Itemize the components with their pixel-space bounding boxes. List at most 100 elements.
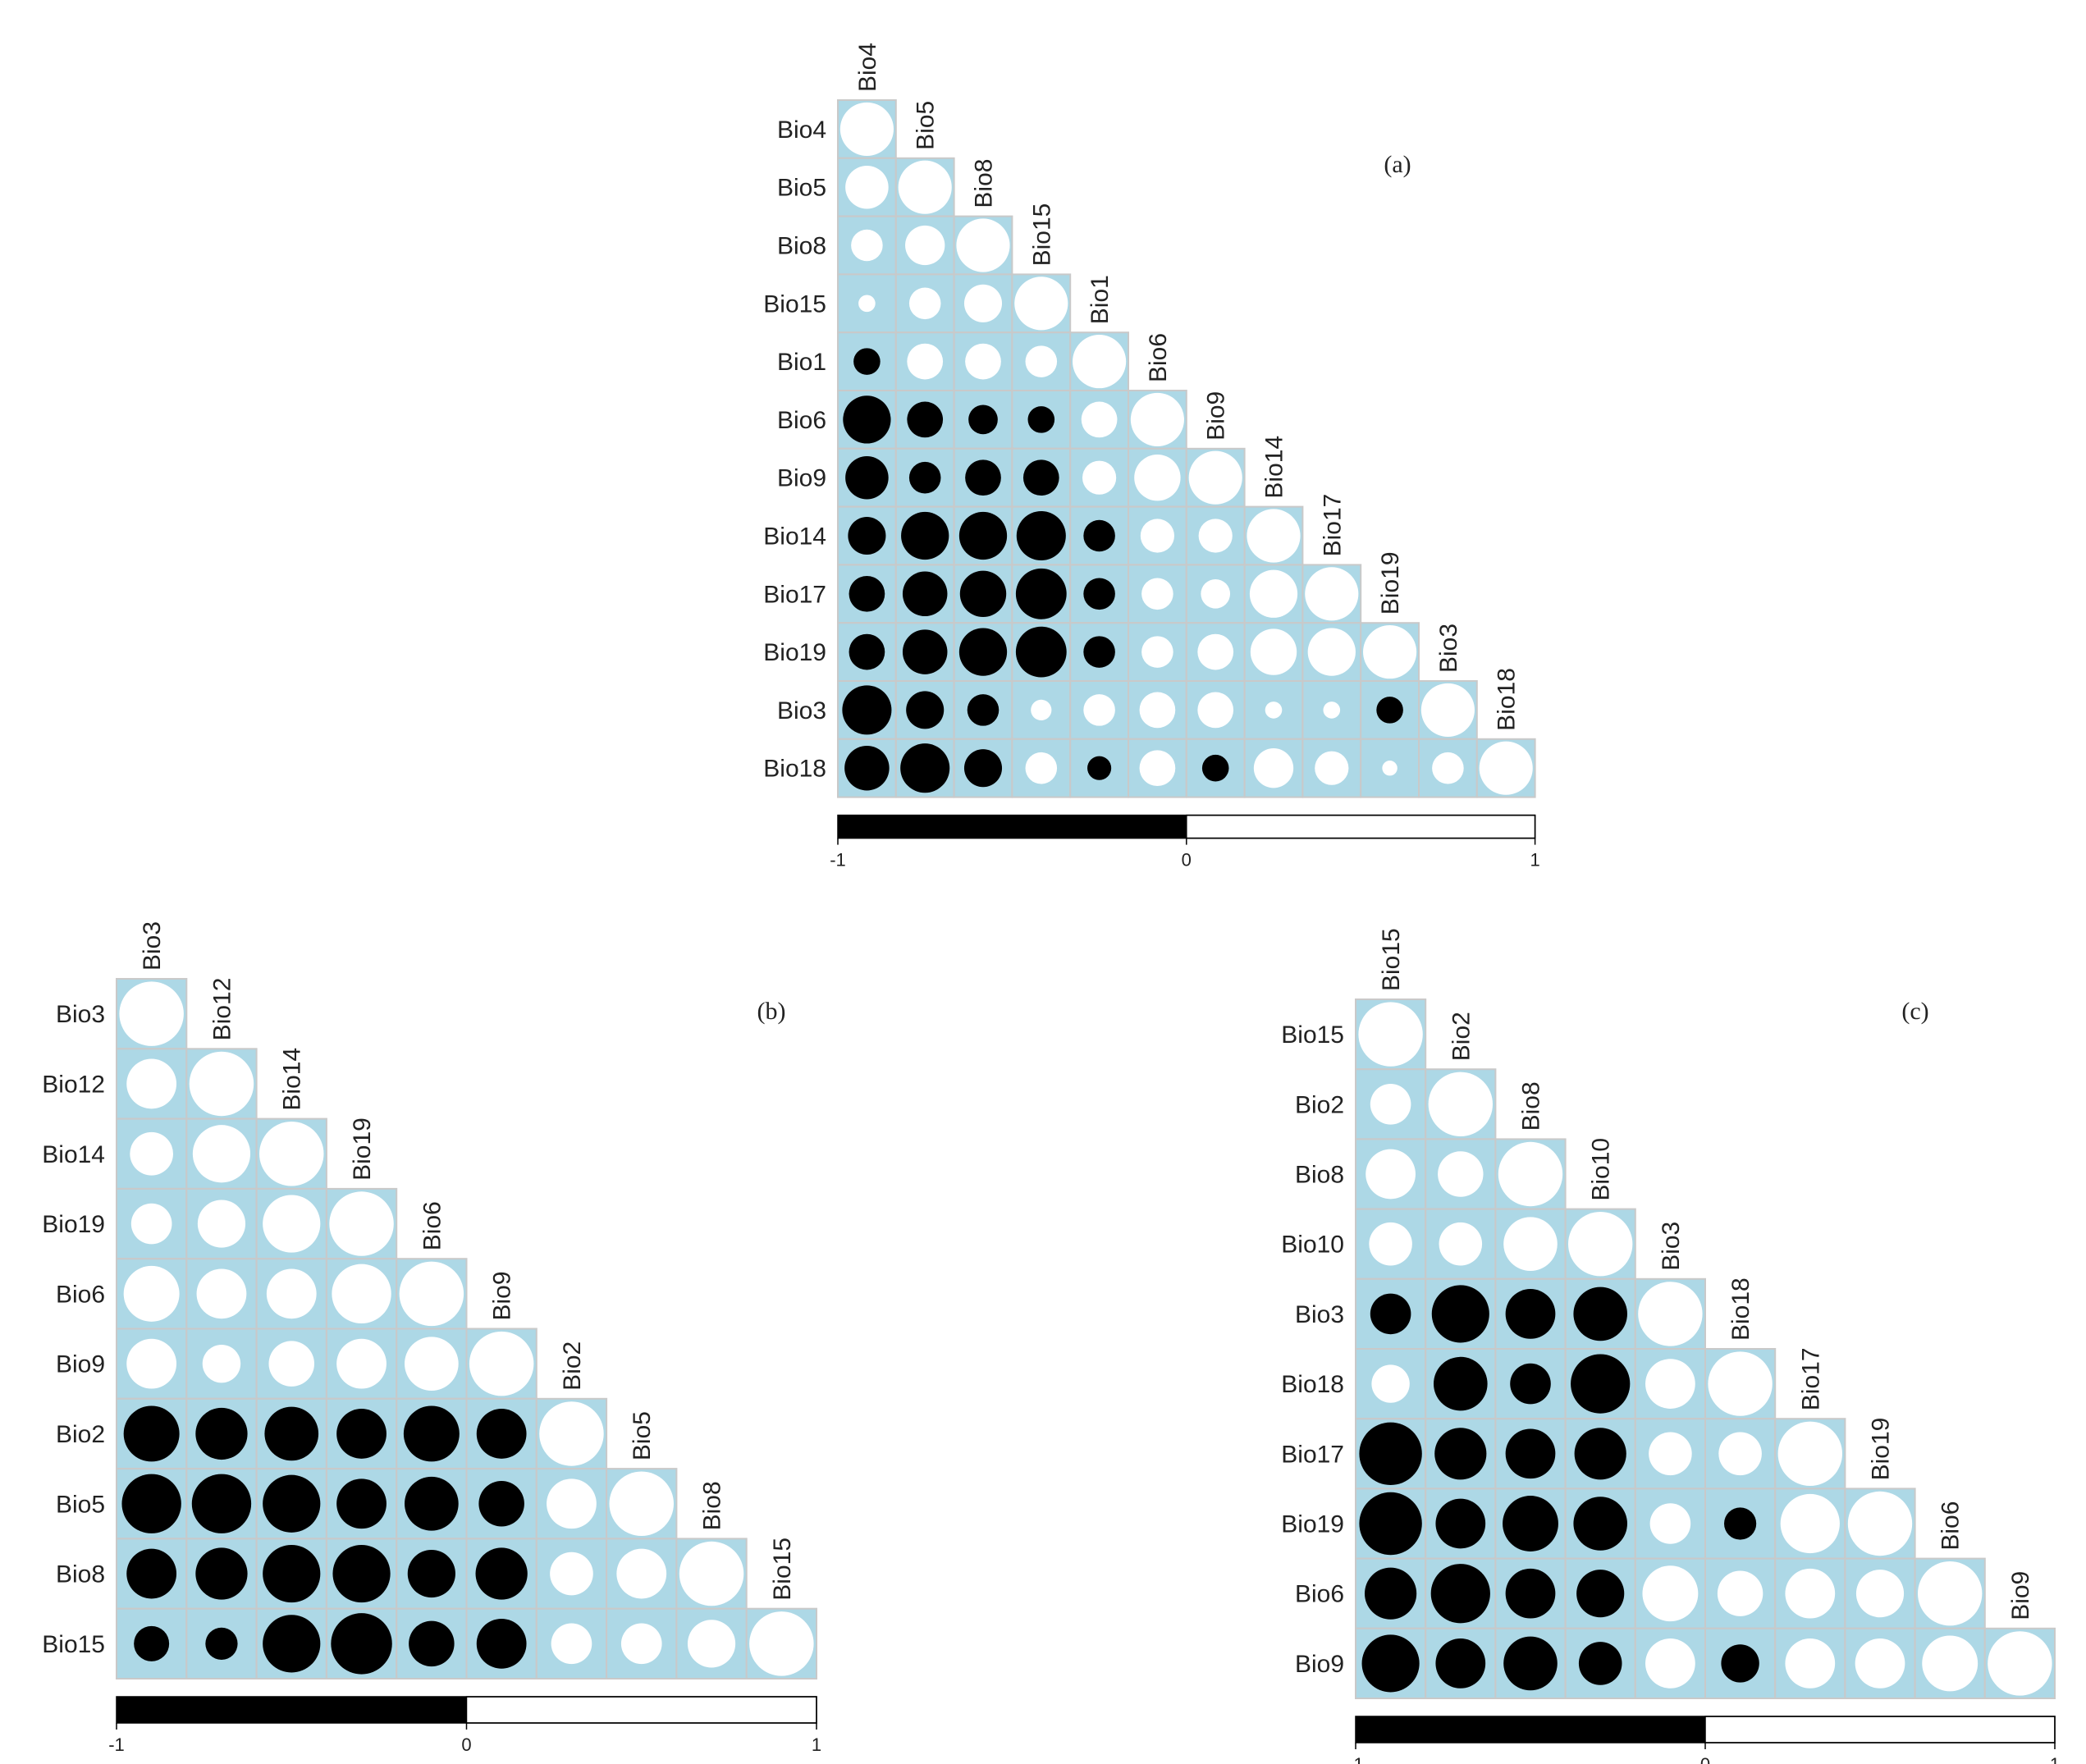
negative-correlation-circle (1505, 1568, 1556, 1619)
row-label: Bio9 (777, 465, 826, 492)
positive-correlation-circle (1922, 1635, 1978, 1692)
column-label: Bio18 (1494, 668, 1521, 731)
positive-correlation-circle (898, 160, 952, 214)
negative-correlation-circle (963, 749, 1003, 788)
row-label: Bio15 (763, 290, 826, 318)
positive-correlation-circle (1265, 701, 1283, 719)
positive-correlation-circle (1438, 1151, 1484, 1197)
positive-correlation-circle (1988, 1631, 2052, 1696)
negative-correlation-circle (1361, 1634, 1420, 1693)
panel-label: (b) (757, 998, 786, 1025)
positive-correlation-circle (399, 1261, 464, 1327)
row-label: Bio1 (777, 349, 826, 376)
row-label: Bio5 (56, 1491, 105, 1518)
positive-correlation-circle (189, 1051, 254, 1117)
positive-correlation-circle (1649, 1432, 1692, 1476)
row-label: Bio8 (56, 1561, 105, 1588)
positive-correlation-circle (1358, 1002, 1423, 1067)
positive-correlation-circle (1498, 1141, 1563, 1207)
row-label: Bio3 (777, 697, 826, 724)
positive-correlation-circle (1197, 633, 1234, 670)
row-label: Bio2 (1295, 1091, 1344, 1118)
row-label: Bio19 (42, 1211, 105, 1238)
column-label: Bio3 (139, 921, 166, 971)
negative-correlation-circle (849, 633, 885, 670)
negative-correlation-circle (1376, 697, 1403, 724)
column-label: Bio8 (1518, 1081, 1545, 1131)
row-label: Bio9 (56, 1351, 105, 1378)
positive-correlation-circle (1025, 752, 1058, 784)
negative-correlation-circle (1022, 459, 1059, 496)
column-label: Bio9 (489, 1271, 516, 1320)
row-label: Bio17 (763, 581, 826, 608)
negative-correlation-circle (1083, 578, 1115, 610)
positive-correlation-circle (1307, 628, 1356, 676)
row-label: Bio6 (777, 407, 826, 434)
positive-correlation-circle (1718, 1432, 1762, 1476)
positive-correlation-circle (1188, 450, 1242, 505)
positive-correlation-circle (1420, 683, 1475, 737)
positive-correlation-circle (905, 225, 945, 266)
positive-correlation-circle (1432, 752, 1464, 784)
positive-correlation-circle (126, 1058, 177, 1109)
positive-correlation-circle (1253, 748, 1294, 788)
positive-correlation-circle (679, 1541, 744, 1606)
panel-label: (a) (1384, 151, 1411, 178)
positive-correlation-circle (1315, 751, 1349, 785)
positive-correlation-circle (405, 1337, 459, 1391)
negative-correlation-circle (1510, 1363, 1551, 1405)
positive-correlation-circle (1568, 1212, 1633, 1277)
positive-correlation-circle (196, 1268, 247, 1319)
positive-correlation-circle (1141, 636, 1173, 668)
negative-correlation-circle (336, 1478, 387, 1529)
positive-correlation-circle (908, 287, 941, 320)
negative-correlation-circle (967, 694, 1000, 726)
row-label: Bio17 (1281, 1441, 1344, 1468)
positive-correlation-circle (202, 1344, 241, 1383)
column-label: Bio19 (1868, 1418, 1895, 1481)
negative-correlation-circle (844, 745, 890, 791)
positive-correlation-circle (1708, 1351, 1773, 1416)
positive-correlation-circle (1642, 1565, 1699, 1622)
positive-correlation-circle (130, 1203, 172, 1245)
positive-correlation-circle (1847, 1491, 1913, 1556)
positive-correlation-circle (851, 229, 883, 262)
positive-correlation-circle (263, 1195, 321, 1253)
positive-correlation-circle (547, 1478, 597, 1529)
positive-correlation-circle (1249, 569, 1298, 618)
column-label: Bio17 (1797, 1347, 1824, 1410)
column-label: Bio8 (971, 159, 998, 208)
positive-correlation-circle (1139, 750, 1176, 787)
negative-correlation-circle (959, 570, 1007, 617)
negative-correlation-circle (1434, 1428, 1487, 1480)
negative-correlation-circle (1365, 1567, 1417, 1620)
negative-correlation-circle (475, 1547, 528, 1600)
negative-correlation-circle (902, 571, 948, 617)
negative-correlation-circle (1503, 1636, 1558, 1691)
negative-correlation-circle (1087, 756, 1112, 780)
column-label: Bio15 (1028, 203, 1055, 267)
negative-correlation-circle (1574, 1428, 1626, 1480)
positive-correlation-circle (1250, 628, 1297, 675)
positive-correlation-circle (1370, 1084, 1411, 1125)
negative-correlation-circle (1435, 1638, 1486, 1689)
negative-correlation-circle (906, 691, 945, 729)
positive-correlation-circle (1649, 1503, 1691, 1544)
negative-correlation-circle (407, 1549, 455, 1598)
positive-correlation-circle (550, 1551, 593, 1596)
colorbar-negative (838, 815, 1187, 839)
negative-correlation-circle (332, 1544, 391, 1603)
colorbar-tick-label: 0 (1700, 1754, 1710, 1764)
matrix-cell (1418, 738, 1478, 798)
row-label: Bio19 (1281, 1511, 1344, 1538)
column-label: Bio6 (1937, 1501, 1965, 1551)
positive-correlation-circle (1855, 1570, 1905, 1618)
negative-correlation-circle (476, 1618, 527, 1669)
positive-correlation-circle (1382, 760, 1398, 776)
positive-correlation-circle (1323, 701, 1341, 719)
negative-correlation-circle (958, 511, 1008, 560)
positive-correlation-circle (469, 1331, 534, 1396)
negative-correlation-circle (965, 459, 1001, 496)
column-label: Bio8 (699, 1481, 726, 1530)
